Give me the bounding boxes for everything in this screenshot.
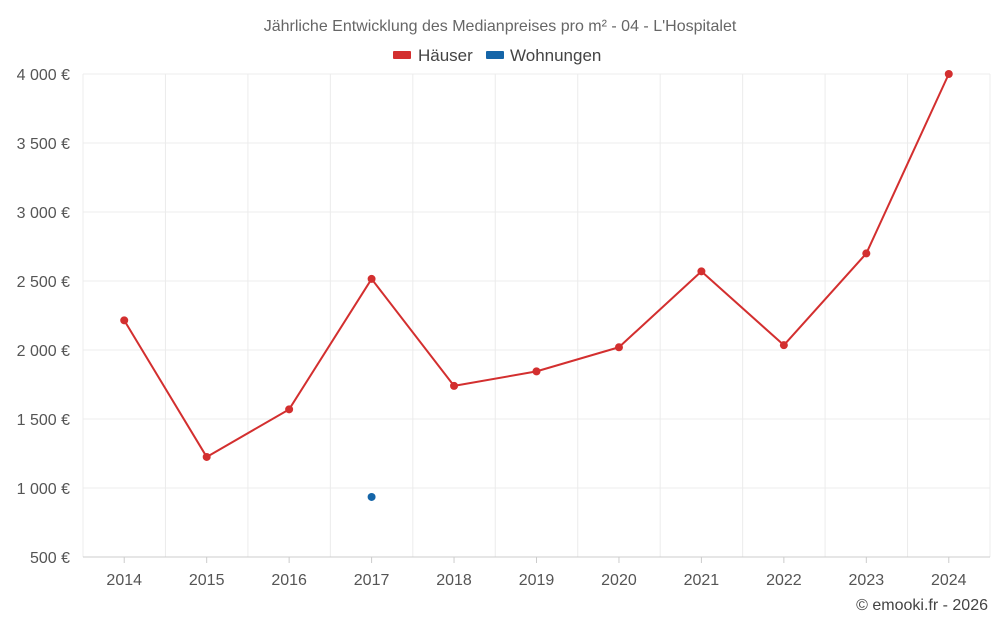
x-axis: 2014 2015 2016 2017 2018 2019 2020 2021 2022 2023… xyxy=(83,556,990,589)
data-point-haeuser-2014[interactable] xyxy=(120,316,129,325)
series-layer xyxy=(120,70,953,501)
data-point-haeuser-2021[interactable] xyxy=(697,267,706,276)
x-tick-label: 2014 xyxy=(106,572,142,589)
data-point-haeuser-2017[interactable] xyxy=(367,274,376,283)
y-tick-label: 500 € xyxy=(30,550,70,567)
x-tick-label: 2022 xyxy=(766,572,802,589)
legend-label-wohnungen: Wohnungen xyxy=(510,46,601,65)
x-tick-label: 2016 xyxy=(271,572,307,589)
y-tick-label: 3 500 € xyxy=(17,136,70,153)
y-tick-label: 3 000 € xyxy=(17,205,70,222)
data-point-haeuser-2024[interactable] xyxy=(944,70,953,78)
credit: © emooki.fr - 2026 xyxy=(856,597,988,614)
chart-title: Jährliche Entwicklung des Medianpreises … xyxy=(264,18,737,35)
legend-item-haeuser[interactable]: Häuser xyxy=(393,46,473,65)
data-point-haeuser-2022[interactable] xyxy=(779,341,788,350)
grid xyxy=(82,73,991,557)
data-point-wohnungen-2017[interactable] xyxy=(367,492,376,501)
y-tick-label: 1 000 € xyxy=(17,481,70,498)
data-point-haeuser-2023[interactable] xyxy=(862,249,871,258)
y-tick-label: 4 000 € xyxy=(17,67,70,84)
y-axis: 500 € 1 000 € 1 500 € 2 000 € 2 500 € 3 000 €… xyxy=(17,67,70,567)
x-tick-label: 2017 xyxy=(354,572,390,589)
x-tick-label: 2021 xyxy=(684,572,720,589)
x-tick-label: 2019 xyxy=(519,572,555,589)
x-tick-label: 2015 xyxy=(189,572,225,589)
x-tick-label: 2018 xyxy=(436,572,472,589)
legend-item-wohnungen[interactable]: Wohnungen xyxy=(486,46,601,65)
y-tick-label: 1 500 € xyxy=(17,412,70,429)
x-tick-label: 2024 xyxy=(931,572,967,589)
x-tick-label: 2023 xyxy=(849,572,885,589)
data-point-haeuser-2015[interactable] xyxy=(202,452,211,461)
legend-label-haeuser: Häuser xyxy=(418,46,473,65)
data-point-haeuser-2016[interactable] xyxy=(285,405,294,414)
legend-swatch-wohnungen xyxy=(486,51,504,59)
legend: Häuser Wohnungen xyxy=(393,46,601,65)
x-tick-label: 2020 xyxy=(601,572,637,589)
data-point-haeuser-2019[interactable] xyxy=(532,367,541,376)
data-point-haeuser-2020[interactable] xyxy=(614,343,623,352)
y-tick-label: 2 500 € xyxy=(17,274,70,291)
legend-swatch-haeuser xyxy=(393,51,411,59)
y-tick-label: 2 000 € xyxy=(17,343,70,360)
data-point-haeuser-2018[interactable] xyxy=(450,381,459,390)
